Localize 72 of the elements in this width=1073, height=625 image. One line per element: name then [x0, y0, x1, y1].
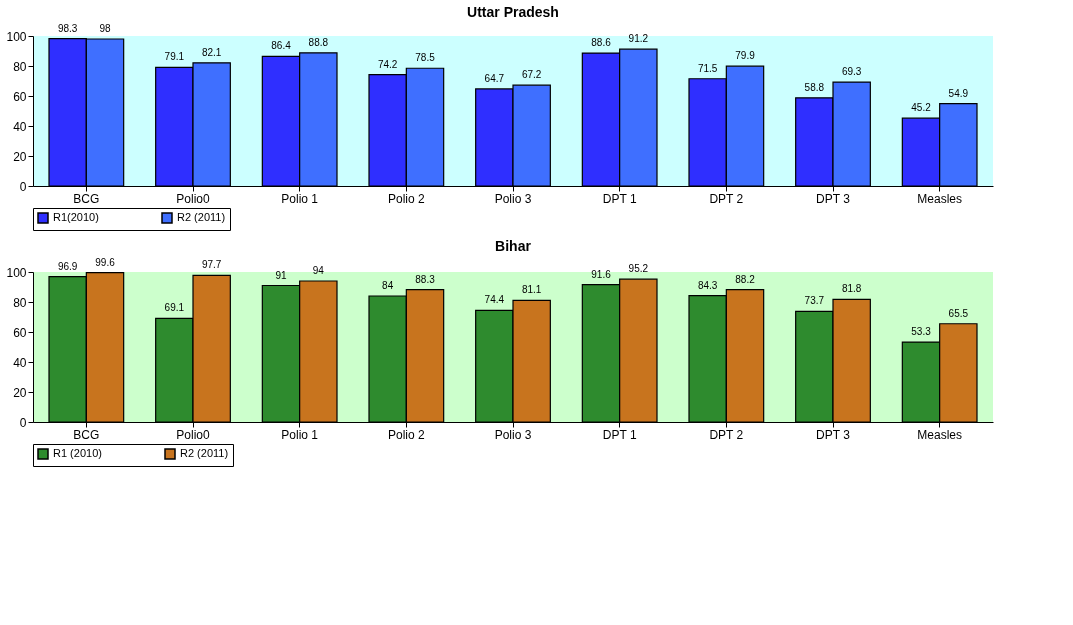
data-label: 97.7	[201, 259, 222, 271]
chart-title: Uttar Pradesh	[467, 3, 559, 20]
data-label: 88.2	[735, 273, 756, 285]
x-tick-label: Polio 1	[281, 191, 319, 206]
x-tick-label: Polio 2	[387, 427, 425, 442]
legend-label: R1 (2010)	[53, 447, 102, 459]
legend-label: R2 (2011)	[180, 447, 229, 459]
data-label: 45.2	[911, 102, 932, 114]
legend-label: R2 (2011)	[177, 211, 226, 223]
data-label: 96.9	[57, 260, 78, 272]
data-label: 78.5	[415, 52, 436, 64]
data-label: 91	[275, 269, 287, 281]
y-tick-label: 100	[6, 265, 27, 280]
x-tick-label: DPT 1	[602, 191, 637, 206]
data-label: 88.3	[415, 273, 436, 285]
x-tick-label: Polio 1	[281, 427, 319, 442]
x-tick-label: BCG	[73, 191, 100, 206]
x-tick-label: DPT 2	[709, 427, 744, 442]
x-tick-label: DPT 2	[709, 191, 744, 206]
data-label: 64.7	[484, 72, 505, 84]
data-label: 94	[312, 265, 325, 276]
x-tick-label: Measles	[917, 191, 963, 206]
chart-title: Bihar	[495, 237, 532, 254]
data-label: 81.1	[521, 284, 542, 296]
x-tick-label: Measles	[917, 427, 963, 442]
data-label: 67.2	[521, 69, 542, 81]
y-tick-label: 60	[13, 89, 27, 104]
data-label: 65.5	[948, 307, 969, 319]
y-tick-label: 80	[13, 59, 27, 74]
data-label: 91.2	[628, 33, 649, 45]
x-tick-label: Polio 3	[494, 427, 532, 442]
y-tick-label: 20	[13, 149, 27, 164]
x-tick-label: Polio0	[176, 191, 210, 206]
data-label: 74.2	[377, 58, 398, 70]
x-tick-label: Polio 2	[387, 191, 425, 206]
data-label: 95.2	[628, 263, 649, 275]
y-tick-label: 40	[13, 119, 27, 134]
data-label: 91.6	[591, 268, 612, 280]
y-tick-label: 40	[13, 355, 27, 370]
x-tick-label: Polio 3	[494, 191, 532, 206]
y-tick-label: 80	[13, 295, 27, 310]
data-label: 88.6	[591, 37, 612, 49]
y-tick-label: 60	[13, 325, 27, 340]
data-label: 82.1	[201, 46, 222, 58]
data-label: 98.3	[57, 22, 78, 34]
data-label: 58.8	[804, 81, 825, 93]
x-tick-label: Polio0	[176, 427, 210, 442]
data-label: 74.4	[484, 294, 505, 306]
data-label: 79.9	[735, 50, 756, 62]
data-label: 84	[382, 280, 394, 291]
data-label: 73.7	[804, 295, 825, 307]
data-label: 53.3	[911, 326, 932, 338]
data-label: 86.4	[271, 40, 292, 52]
y-tick-label: 0	[19, 179, 27, 194]
data-label: 88.8	[308, 36, 329, 48]
data-label: 79.1	[164, 51, 185, 63]
data-label: 69.1	[164, 302, 185, 314]
x-tick-label: DPT 3	[816, 191, 851, 206]
x-tick-label: DPT 3	[816, 427, 851, 442]
data-label: 54.9	[948, 87, 969, 99]
data-label: 98	[99, 23, 111, 34]
x-tick-label: DPT 1	[602, 427, 637, 442]
y-tick-label: 0	[19, 415, 27, 430]
y-tick-label: 20	[13, 385, 27, 400]
data-label: 81.8	[841, 283, 862, 295]
data-label: 84.3	[697, 279, 718, 291]
data-label: 71.5	[697, 62, 718, 74]
legend-label: R1(2010)	[53, 211, 99, 223]
y-tick-label: 100	[6, 29, 27, 44]
data-label: 99.6	[95, 256, 116, 268]
data-label: 69.3	[841, 66, 862, 78]
x-tick-label: BCG	[73, 427, 100, 442]
